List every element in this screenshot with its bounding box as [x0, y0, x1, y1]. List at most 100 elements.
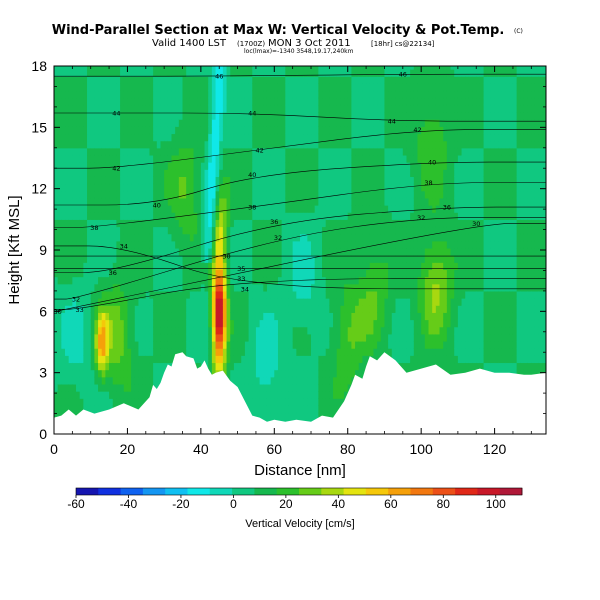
w-cell: [255, 97, 261, 106]
w-cell: [366, 298, 371, 306]
w-cell: [131, 76, 136, 84]
w-cell: [395, 162, 400, 170]
w-cell: [377, 147, 382, 156]
w-cell: [307, 154, 312, 163]
w-cell: [57, 283, 62, 292]
w-cell: [101, 290, 106, 299]
w-cell: [325, 97, 330, 106]
w-cell: [237, 348, 242, 356]
w-cell: [285, 233, 290, 242]
w-cell: [138, 126, 143, 135]
w-cell: [90, 212, 95, 220]
w-cell: [395, 298, 400, 306]
w-cell: [109, 326, 114, 335]
w-cell: [241, 283, 246, 292]
w-cell: [244, 119, 250, 127]
w-cell: [388, 276, 393, 285]
w-cell: [384, 233, 389, 242]
w-cell: [215, 269, 220, 278]
w-cell: [182, 333, 187, 342]
w-cell: [255, 398, 261, 406]
w-cell: [193, 205, 198, 213]
w-cell: [167, 247, 173, 256]
w-cell: [358, 112, 364, 120]
w-cell: [178, 290, 184, 299]
w-cell: [175, 176, 180, 185]
w-cell: [355, 255, 360, 263]
w-cell: [329, 391, 334, 399]
w-cell: [369, 112, 375, 120]
w-cell: [388, 83, 393, 92]
w-cell: [277, 233, 283, 242]
w-cell: [237, 340, 242, 349]
w-cell: [277, 90, 283, 99]
w-cell: [307, 247, 312, 256]
w-cell: [61, 162, 66, 170]
w-cell: [255, 69, 261, 77]
w-cell: [325, 376, 330, 385]
w-cell: [61, 255, 66, 263]
w-cell: [142, 391, 147, 399]
w-cell: [248, 140, 253, 149]
w-cell: [274, 333, 279, 342]
w-cell: [292, 126, 297, 135]
w-cell: [138, 147, 143, 156]
w-cell: [340, 290, 345, 299]
w-cell: [131, 362, 136, 371]
w-cell: [237, 205, 242, 213]
w-cell: [197, 262, 202, 271]
w-cell: [237, 104, 242, 113]
w-cell: [200, 340, 206, 349]
w-cell: [263, 212, 268, 220]
w-cell: [288, 162, 294, 170]
w-cell: [285, 247, 290, 256]
w-cell: [399, 269, 404, 278]
w-cell: [123, 240, 129, 249]
w-cell: [215, 183, 220, 192]
w-cell: [373, 240, 378, 249]
w-cell: [366, 104, 371, 113]
w-cell: [116, 83, 121, 92]
w-cell: [211, 319, 217, 328]
w-cell: [134, 312, 140, 321]
w-cell: [200, 312, 206, 321]
w-cell: [351, 312, 356, 321]
w-cell: [362, 226, 367, 235]
w-cell: [241, 255, 246, 263]
w-cell: [329, 90, 334, 99]
w-cell: [322, 83, 327, 92]
w-cell: [61, 383, 66, 392]
w-cell: [296, 312, 301, 321]
w-cell: [277, 76, 283, 84]
w-cell: [281, 319, 286, 328]
w-cell: [391, 290, 397, 299]
w-cell: [160, 355, 165, 364]
w-cell: [127, 154, 132, 163]
w-cell: [186, 219, 191, 228]
w-cell: [263, 190, 268, 199]
w-cell: [347, 126, 352, 135]
w-cell: [204, 133, 209, 142]
w-cell: [98, 362, 103, 371]
w-cell: [90, 283, 95, 292]
w-cell: [292, 412, 297, 421]
w-cell: [164, 276, 169, 285]
w-cell: [373, 140, 378, 149]
w-cell: [292, 66, 297, 70]
w-cell: [322, 205, 327, 213]
w-cell: [164, 262, 169, 271]
w-cell: [94, 226, 99, 235]
w-cell: [285, 183, 290, 192]
w-cell: [340, 333, 345, 342]
w-cell: [402, 340, 408, 349]
w-cell: [153, 233, 158, 242]
w-cell: [351, 333, 356, 342]
w-cell: [318, 348, 323, 356]
w-cell: [61, 298, 66, 306]
w-cell: [208, 290, 213, 299]
w-cell: [237, 283, 242, 292]
w-cell: [193, 133, 198, 142]
w-cell: [189, 333, 195, 342]
w-cell: [105, 162, 110, 170]
w-cell: [384, 269, 389, 278]
